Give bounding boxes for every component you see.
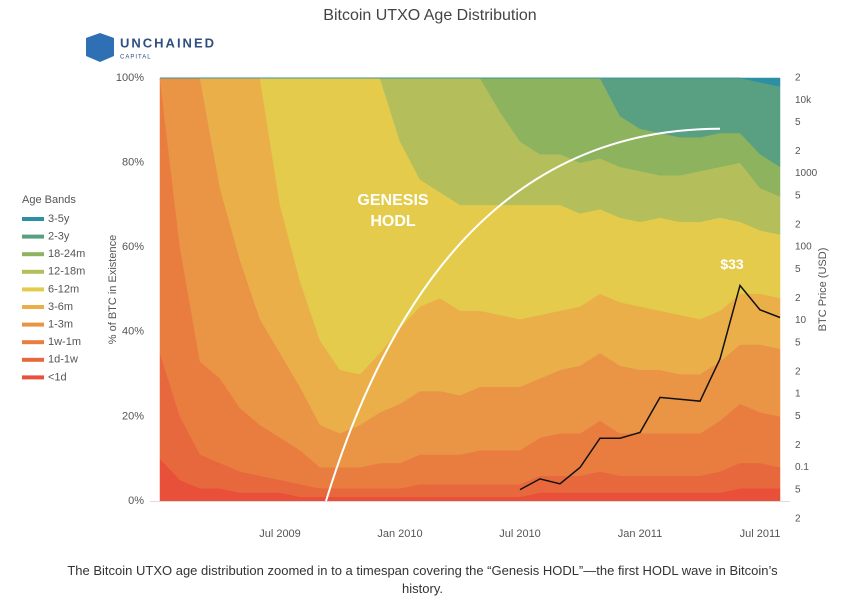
legend-label: 3-6m <box>48 301 73 313</box>
legend-swatch <box>22 322 44 327</box>
area-band <box>160 77 781 87</box>
y2-axis-title: BTC Price (USD) <box>817 248 829 332</box>
y2-tick-label: 2 <box>795 440 801 451</box>
y2-tick-label: 10 <box>795 315 807 326</box>
y-axis-title: % of BTC in Existence <box>107 235 119 344</box>
y2-tick-label: 1000 <box>795 168 818 179</box>
legend-swatch <box>22 234 44 239</box>
y2-tick-label: 2 <box>795 146 801 157</box>
y2-tick-label: 2 <box>795 220 801 231</box>
legend-label: 3-5y <box>48 213 70 225</box>
hodl-arc <box>325 127 721 502</box>
y2-tick-label: 5 <box>795 484 801 495</box>
chart: Bitcoin UTXO Age Distribution UNCHAINED … <box>22 7 829 540</box>
logo: UNCHAINED CAPITAL <box>86 33 216 62</box>
annotation: GENESIS <box>357 192 428 209</box>
y2-tick-label: 5 <box>795 190 801 201</box>
x-tick-label: Jan 2011 <box>618 528 662 540</box>
x-tick-label: Jul 2011 <box>740 528 781 540</box>
legend-label: 6-12m <box>48 283 79 295</box>
legend-label: 2-3y <box>48 231 70 243</box>
legend-swatch <box>22 375 44 380</box>
logo-icon <box>86 33 114 62</box>
y2-tick-label: 0.1 <box>795 462 809 473</box>
y-tick-label: 40% <box>122 326 144 338</box>
annotation: HODL <box>370 213 416 230</box>
legend-swatch <box>22 287 44 292</box>
y2-tick-label: 100 <box>795 242 812 253</box>
y-tick-label: 20% <box>122 410 144 422</box>
legend-swatch <box>22 357 44 362</box>
legend-label: 1-3m <box>48 319 73 331</box>
y2-tick-label: 5 <box>795 264 801 275</box>
caption: The Bitcoin UTXO age distribution zoomed… <box>67 563 778 596</box>
y-tick-label: 100% <box>116 72 144 84</box>
legend-label: 1w-1m <box>48 336 81 348</box>
y2-tick-label: 5 <box>795 411 801 422</box>
legend-label: 1d-1w <box>48 354 78 366</box>
x-tick-label: Jan 2010 <box>377 528 422 540</box>
legend-swatch <box>22 252 44 257</box>
legend-swatch <box>22 340 44 345</box>
legend-label: <1d <box>48 371 67 383</box>
y2-tick-label: 1 <box>795 389 801 400</box>
y-tick-label: 80% <box>122 157 144 169</box>
chart-title: Bitcoin UTXO Age Distribution <box>323 7 536 24</box>
logo-sub: CAPITAL <box>120 55 152 61</box>
legend-label: 12-18m <box>48 266 85 278</box>
legend-title: Age Bands <box>22 194 76 206</box>
x-tick-label: Jul 2010 <box>499 528 541 540</box>
legend-swatch <box>22 305 44 309</box>
x-tick-label: Jul 2009 <box>259 528 301 540</box>
y2-tick-label: 5 <box>795 117 801 128</box>
logo-name: UNCHAINED <box>120 35 216 50</box>
legend-label: 18-24m <box>48 248 85 260</box>
y2-tick-label: 2 <box>795 367 801 378</box>
y2-tick-label: 2 <box>795 513 801 524</box>
y2-tick-label: 2 <box>795 73 801 84</box>
y-tick-label: 60% <box>122 241 144 253</box>
legend-swatch <box>22 217 44 221</box>
price-line <box>519 283 781 491</box>
y-tick-label: 0% <box>128 495 144 507</box>
y2-tick-label: 2 <box>795 293 801 304</box>
y2-tick-label: 5 <box>795 337 801 348</box>
peak-label: $33 <box>720 256 744 272</box>
legend-swatch <box>22 269 44 274</box>
y2-tick-label: 10k <box>795 95 812 106</box>
